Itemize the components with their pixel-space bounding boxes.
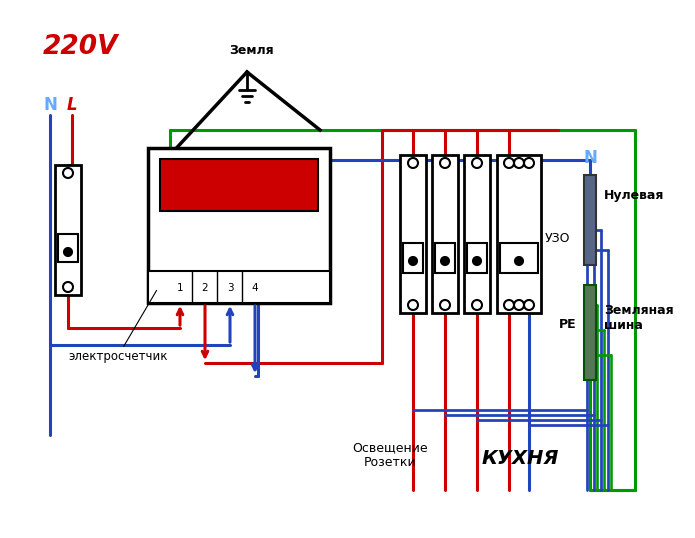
Bar (148, 148, 330, 303)
Text: Нулевая: Нулевая (604, 188, 664, 202)
Bar (400, 155, 426, 313)
Circle shape (504, 158, 514, 168)
Bar (55, 165, 81, 295)
Text: N: N (583, 149, 597, 167)
Bar (584, 285, 596, 380)
Circle shape (408, 300, 418, 310)
Text: PE: PE (558, 318, 576, 331)
Text: КУХНЯ: КУХНЯ (482, 449, 559, 468)
Circle shape (472, 300, 482, 310)
Text: 4: 4 (252, 283, 259, 293)
Text: 3: 3 (227, 283, 234, 293)
Bar (160, 159, 318, 211)
Bar (148, 271, 330, 303)
Text: 1: 1 (177, 283, 183, 293)
Circle shape (473, 257, 481, 265)
Circle shape (440, 158, 450, 168)
Bar (497, 155, 541, 313)
Text: УЗО: УЗО (545, 232, 571, 245)
Text: Освещение
Розетки: Освещение Розетки (352, 441, 428, 469)
Circle shape (63, 282, 73, 292)
Circle shape (514, 158, 524, 168)
Bar (467, 243, 487, 273)
Text: N: N (43, 96, 57, 114)
Circle shape (514, 300, 524, 310)
Circle shape (504, 300, 514, 310)
Bar (432, 155, 458, 313)
Text: 220V: 220V (43, 34, 119, 60)
Circle shape (408, 158, 418, 168)
Circle shape (440, 300, 450, 310)
Bar (500, 243, 538, 273)
Bar (403, 243, 423, 273)
Bar (435, 243, 455, 273)
Circle shape (64, 248, 72, 256)
Circle shape (63, 168, 73, 178)
Bar (58, 234, 78, 262)
Circle shape (472, 158, 482, 168)
Circle shape (524, 158, 534, 168)
Circle shape (515, 257, 523, 265)
Text: Земля: Земля (229, 44, 275, 56)
Circle shape (409, 257, 417, 265)
Text: 2: 2 (202, 283, 208, 293)
Text: Земляная
шина: Земляная шина (604, 304, 673, 332)
Bar (464, 155, 490, 313)
Circle shape (524, 300, 534, 310)
Text: электросчетчик: электросчетчик (68, 291, 167, 363)
Circle shape (441, 257, 449, 265)
Text: L: L (67, 96, 77, 114)
Bar (584, 175, 596, 265)
